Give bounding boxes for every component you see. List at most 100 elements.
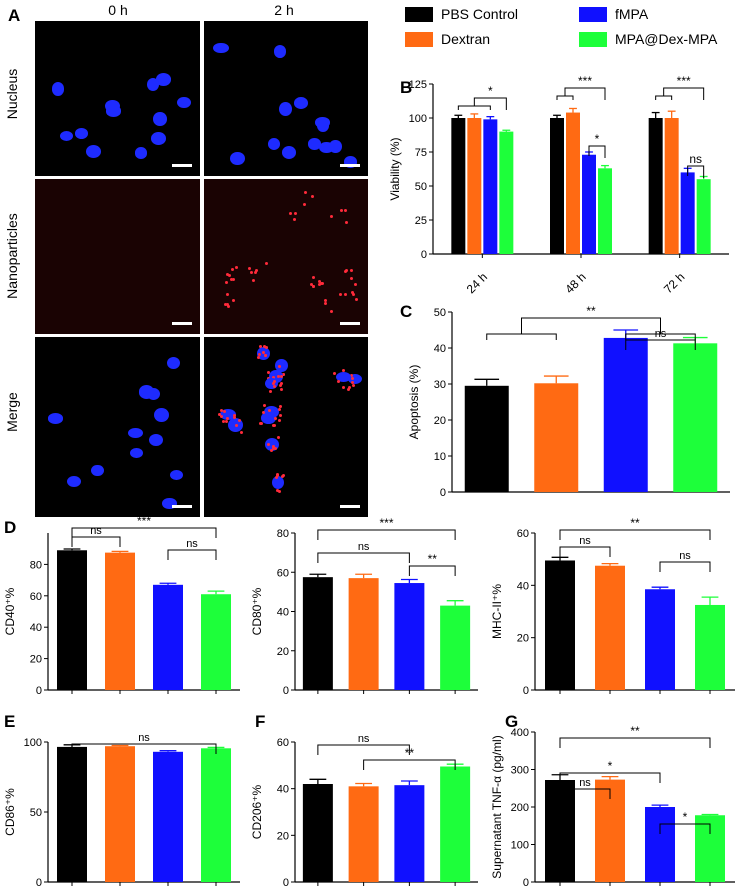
cell-nucleus [154,407,170,422]
bar-C-1 [534,383,579,492]
sig-label-B: * [488,84,493,98]
nanoparticle-dot [238,418,242,422]
nanoparticle-dot [276,375,280,379]
bracket-D3 [559,529,711,540]
bar-F-0 [302,784,333,882]
legend-item-dextran: Dextran [405,31,490,47]
nanoparticle-dot [232,298,236,302]
sig-label-D1: ns [186,538,198,550]
nanoparticle-dot [263,404,267,408]
bar-b-0-1 [467,118,482,254]
cell-nucleus [169,469,184,481]
nanoparticle-dot [279,414,283,418]
y-tick-label-C: 0 [440,487,446,499]
bar-b-0-3 [499,131,514,254]
nanoparticle-dot [320,281,324,285]
y-tick-label-D1: 80 [30,559,42,571]
bar-E-0 [57,746,87,882]
nanoparticle-dot [323,299,327,303]
bar-G-2 [645,807,675,882]
bar-F-3 [440,766,471,882]
nanoparticle-dot [279,383,283,387]
y-tick-label-D2: 60 [277,567,289,579]
panel-letter-b: B [400,78,413,97]
y-tick-label-B: 75 [415,147,427,159]
nanoparticle-dot [355,297,359,301]
nanoparticle-dot [303,191,307,195]
bracket-G [559,772,661,783]
nanoparticle-dot [219,415,223,419]
nanoparticle-dot [267,442,271,446]
nanoparticle-dot [265,262,269,266]
bracket-D1 [71,536,121,547]
bar-D1-0 [57,550,87,690]
y-tick-label-C: 30 [434,379,446,391]
sig-label-B: *** [677,74,691,88]
bar-b-1-1 [566,112,580,254]
x-tick-label-B: 48 h [562,270,588,296]
bar-E-2 [153,751,183,882]
bar-b-1-0 [550,118,564,254]
y-tick-label-F: 20 [277,830,289,842]
y-tick-label-E: 0 [36,877,42,889]
nanoparticle-dot [340,208,344,212]
bar-D1-3 [201,594,231,690]
bar-E-3 [201,748,231,882]
nanoparticle-dot [230,278,234,282]
bar-F-1 [348,786,379,882]
cell-nucleus [128,427,144,438]
cell-nucleus [146,77,159,91]
sig-label-F: ** [405,746,415,760]
y-axis-title-D3: MHC-II⁺% [490,584,504,639]
legend-swatch-dextran [405,31,433,47]
cell-nucleus [75,128,89,140]
y-axis-title-C: Apoptosis (%) [407,365,421,440]
sub-bracket-B [655,95,673,100]
y-tick-label-C: 50 [434,307,446,319]
bracket-F [317,744,410,755]
nanoparticle-dot [260,422,264,426]
nanoparticle-dot [261,351,265,355]
y-tick-label-G: 300 [511,765,529,777]
cell-nucleus [151,132,166,145]
nanoparticle-dot [312,276,316,280]
nanoparticle-dot [273,446,277,450]
legend-label-mpa-dex: MPA@Dex-MPA [615,31,718,47]
nanoparticle-dot [318,279,322,283]
y-tick-label-C: 20 [434,415,446,427]
bracket-G [559,788,611,799]
nanoparticle-dot [261,410,265,414]
sig-label-B: *** [578,74,592,88]
bracket-D1 [71,527,217,538]
nanoparticle-dot [352,292,356,296]
nanoparticle-dot [289,211,293,215]
nanoparticle-dot [350,269,354,273]
nanoparticle-dot [272,444,275,448]
nanoparticle-dot [234,265,238,269]
bar-D3-2 [645,589,675,690]
sig-label-D3: ** [630,516,640,530]
cell-nucleus [268,137,281,150]
nanoparticle-dot [231,268,235,271]
cell-nucleus [265,377,278,390]
y-axis-title-D1: CD40⁺% [3,587,17,635]
panel-letter-f: F [255,712,266,731]
sig-label-D2: ns [358,541,370,553]
y-tick-label-F: 60 [277,737,289,749]
bar-C-2 [603,337,648,492]
y-tick-label-B: 125 [409,79,427,91]
image-nucleus-0h [35,21,200,176]
bracket-B [687,165,705,178]
nanoparticle-dot [217,412,221,416]
bracket-D2 [408,565,456,576]
y-tick-label-B: 100 [409,113,427,125]
legend-label-pbs: PBS Control [441,6,519,22]
y-tick-label-G: 0 [523,877,529,889]
bracket-C [521,317,661,334]
scale-bar [340,322,360,325]
nanoparticle-dot [330,310,334,314]
col-header-0h: 0 h [108,2,128,18]
cell-nucleus [66,475,81,487]
cell-nucleus [166,356,180,369]
nanoparticle-dot [342,385,346,389]
